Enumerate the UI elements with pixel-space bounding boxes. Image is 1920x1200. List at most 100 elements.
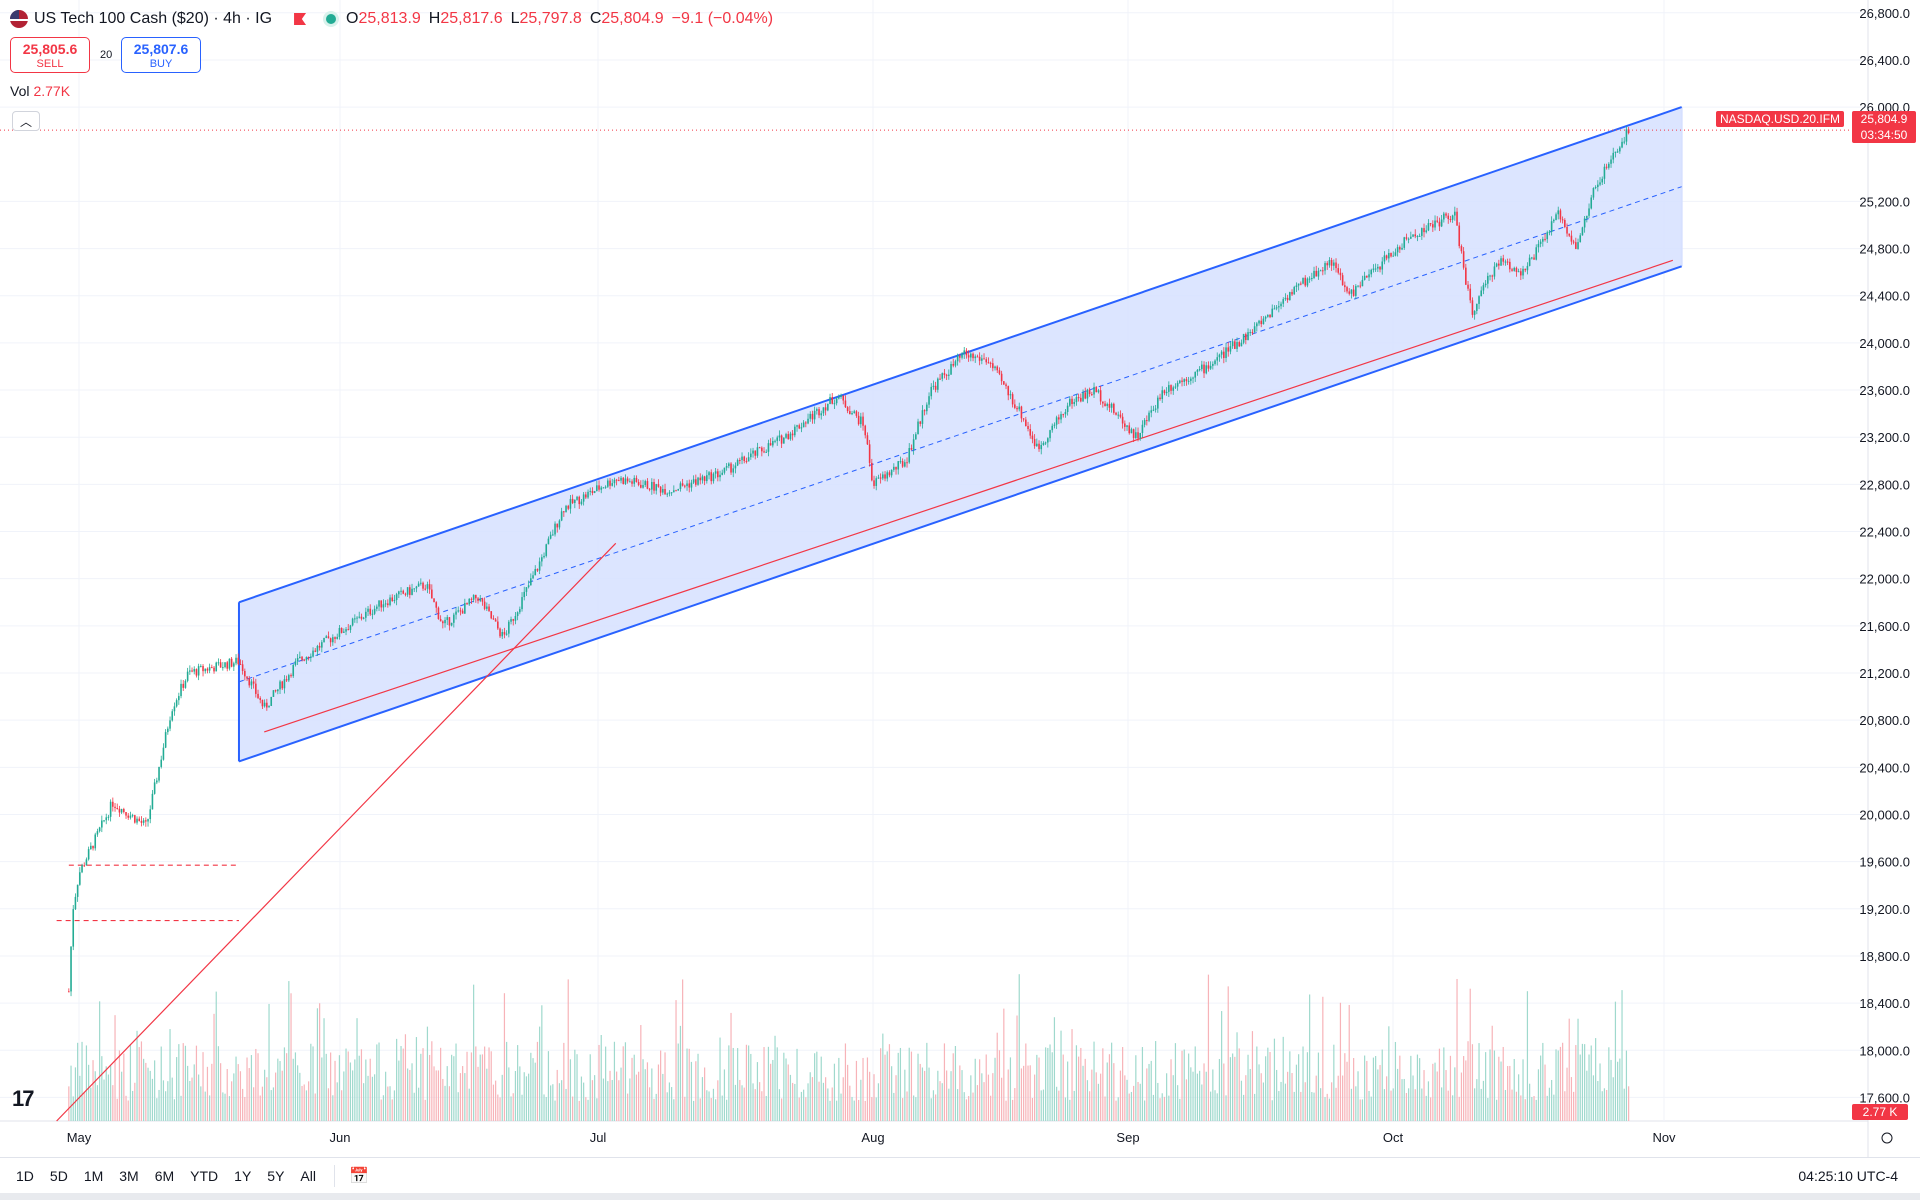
volume-bar: [596, 1098, 598, 1121]
range-1m-button[interactable]: 1M: [83, 1168, 104, 1184]
range-ytd-button[interactable]: YTD: [190, 1168, 219, 1184]
candle-body: [857, 415, 860, 425]
candle-body: [543, 555, 545, 558]
volume-bar: [809, 1072, 811, 1121]
volume-bar: [220, 1063, 222, 1121]
volume-bar: [1368, 1090, 1370, 1121]
volume-bar: [345, 1048, 347, 1121]
volume-bar: [1078, 1056, 1080, 1121]
volume-bars: [68, 974, 1630, 1121]
volume-bar: [1361, 1099, 1364, 1121]
flag-marker-icon[interactable]: [294, 13, 307, 25]
volume-bar: [1370, 1096, 1372, 1121]
time-tick-label: Aug: [861, 1130, 884, 1145]
candle-body: [721, 472, 724, 475]
candle-body: [1564, 220, 1566, 228]
candle-body: [387, 603, 389, 606]
candle-body: [1093, 386, 1095, 395]
drawn-trendlines[interactable]: [0, 129, 1868, 1122]
volume-bar: [558, 1083, 561, 1121]
volume-bar: [1414, 1089, 1416, 1121]
volume-bar: [981, 1073, 983, 1121]
volume-bar: [651, 1068, 653, 1121]
volume-bar: [1579, 1054, 1581, 1121]
volume-bar: [473, 984, 475, 1121]
candle-body: [585, 494, 587, 498]
range-5d-button[interactable]: 5D: [49, 1168, 68, 1184]
range-1y-button[interactable]: 1Y: [234, 1168, 252, 1184]
candle-body: [131, 815, 134, 817]
candle-body: [1348, 291, 1351, 294]
symbol-title[interactable]: US Tech 100 Cash ($20) · 4h · IG: [34, 10, 273, 27]
volume-bar: [1441, 1087, 1443, 1121]
auto-scale-icon[interactable]: [1881, 1132, 1893, 1144]
volume-bar: [983, 1082, 985, 1121]
candle-body: [783, 437, 785, 444]
candle-body: [1506, 261, 1509, 263]
candle-body: [255, 683, 257, 694]
price-tick-label: 21,200.0: [1859, 666, 1910, 681]
collapse-legend-button[interactable]: ︿: [12, 111, 40, 131]
volume-bar: [1170, 1059, 1172, 1121]
volume-bar: [279, 1061, 281, 1121]
volume-legend[interactable]: Vol 2.77K: [10, 83, 70, 99]
candle-body: [670, 492, 673, 494]
candle-body: [1130, 429, 1133, 434]
volume-bar: [730, 1012, 732, 1121]
candle-body: [1487, 275, 1489, 284]
candle-body: [1425, 230, 1428, 233]
parallel-channel[interactable]: [237, 106, 1683, 763]
candle-body: [428, 584, 431, 590]
candle-body: [360, 616, 363, 619]
buy-label: BUY: [149, 58, 173, 70]
clock[interactable]: 04:25:10 UTC-4: [1798, 1168, 1898, 1184]
buy-button[interactable]: 25,807.6 BUY: [121, 37, 201, 73]
volume-bar: [640, 1025, 642, 1121]
candle-body: [1388, 252, 1390, 259]
volume-bar: [1322, 996, 1324, 1121]
volume-bar: [556, 1069, 558, 1121]
candle-body: [1269, 314, 1271, 318]
candle-body: [1119, 414, 1122, 417]
volume-bar: [629, 1078, 631, 1121]
range-all-button[interactable]: All: [300, 1168, 316, 1184]
candle-body: [1533, 257, 1535, 260]
spread-value: 20: [100, 49, 113, 61]
volume-bar: [184, 1045, 187, 1121]
candle-body: [213, 667, 215, 672]
volume-bar: [121, 1071, 123, 1121]
volume-bar: [770, 1063, 772, 1121]
candle-body: [233, 663, 235, 667]
candle-body: [882, 474, 884, 479]
volume-bar: [1509, 1065, 1511, 1121]
candle-body: [1359, 285, 1362, 287]
calendar-icon[interactable]: 📅: [348, 1168, 369, 1185]
volume-bar: [561, 1080, 563, 1121]
candle-body: [1282, 299, 1285, 304]
range-3m-button[interactable]: 3M: [119, 1168, 139, 1184]
volume-bar: [1166, 1073, 1168, 1121]
candle-body: [1300, 283, 1302, 285]
range-5y-button[interactable]: 5Y: [267, 1168, 285, 1184]
volume-bar: [169, 1029, 171, 1121]
range-6m-button[interactable]: 6M: [154, 1168, 175, 1184]
sell-button[interactable]: 25,805.6 SELL: [10, 37, 90, 73]
volume-bar: [741, 1085, 743, 1121]
candle-body: [1363, 275, 1366, 280]
volume-bar: [574, 1049, 576, 1121]
volume-bar: [721, 1095, 723, 1121]
tradingview-logo-icon[interactable]: 17: [12, 1086, 35, 1111]
time-axis[interactable]: May Jun Jul Aug Sep Oct Nov: [67, 1130, 1893, 1145]
volume-bar: [418, 1087, 420, 1121]
price-tick-label: 17,600.0: [1859, 1090, 1910, 1105]
volume-bar: [959, 1065, 961, 1121]
range-1d-button[interactable]: 1D: [16, 1168, 34, 1184]
volume-bar: [266, 1077, 268, 1121]
volume-bar: [173, 1099, 176, 1121]
candle-body: [444, 619, 446, 624]
volume-bar: [1357, 1071, 1359, 1121]
candle-body: [1143, 420, 1146, 425]
price-axis[interactable]: 26,800.026,400.026,000.025,200.024,800.0…: [1859, 6, 1910, 1106]
